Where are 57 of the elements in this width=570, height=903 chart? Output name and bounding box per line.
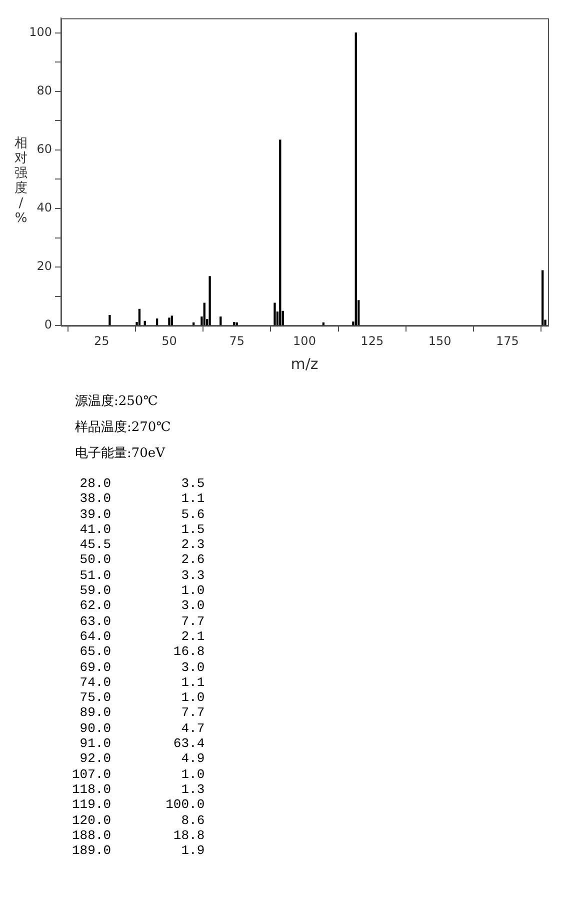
bar: [168, 318, 170, 326]
bar: [156, 318, 158, 326]
text: 107.0 1.0: [72, 766, 206, 782]
x-tick-label: 50: [162, 334, 177, 348]
text: 92.0 4.9: [78, 751, 206, 767]
bar: [138, 308, 141, 326]
text: 74.0 1.1: [78, 674, 206, 690]
bar: [220, 316, 222, 326]
text: 45.5 2.3: [78, 537, 206, 552]
text: 41.0 1.5: [78, 522, 206, 538]
text: 189.0 1.9: [72, 843, 206, 858]
text: 119.0 100.0: [72, 797, 206, 813]
text: 51.0 3.3: [78, 568, 206, 584]
text: 38.0 1.1: [78, 491, 206, 507]
y-tick-label: 20: [36, 259, 52, 274]
x-tick-label: 75: [229, 334, 244, 348]
text: 90.0 4.7: [78, 720, 206, 736]
bar: [354, 32, 357, 326]
x-tick-label: 150: [428, 334, 452, 348]
y-axis-title: 相对强度/%: [14, 136, 28, 226]
text: 120.0 8.6: [72, 812, 206, 828]
bar: [542, 270, 544, 326]
y-tick-label: 0: [44, 318, 52, 332]
text: 188.0 18.8: [72, 828, 206, 844]
x-tick-label: 175: [496, 334, 519, 348]
text: 63.0 7.7: [78, 614, 206, 629]
text: 样品温度:270℃: [75, 419, 172, 437]
x-axis-title: m/z: [290, 354, 318, 373]
x-tick-label: 100: [293, 334, 316, 348]
bar: [279, 140, 282, 326]
text: 电子能量:70eV: [75, 445, 166, 463]
text: 75.0 1.0: [78, 690, 206, 706]
bar: [208, 276, 211, 326]
text: 89.0 7.7: [78, 705, 206, 721]
bar: [170, 316, 174, 326]
bar: [108, 315, 111, 326]
x-tick-label: 125: [360, 334, 384, 348]
text: 65.0 16.8: [78, 644, 206, 660]
bar: [144, 320, 146, 326]
text: 64.0 2.1: [78, 628, 206, 644]
text: 118.0 1.3: [72, 782, 206, 798]
text: 69.0 3.0: [78, 660, 206, 675]
text: 50.0 2.6: [78, 552, 206, 568]
x-tick-label: 25: [94, 334, 110, 348]
text: 39.0 5.6: [78, 506, 206, 522]
y-tick-label: 40: [36, 200, 52, 215]
text: 28.0 3.5: [78, 476, 206, 492]
y-tick-label: 60: [36, 142, 52, 156]
bar: [233, 322, 236, 326]
text: 源温度:250℃: [75, 393, 159, 411]
y-tick-label: 80: [36, 84, 52, 98]
text: 59.0 1.0: [78, 583, 206, 598]
bar: [274, 302, 276, 326]
y-tick-label: 100: [29, 24, 52, 39]
bar: [203, 302, 206, 326]
text: 62.0 3.0: [78, 598, 206, 614]
text: 91.0 63.4: [78, 736, 206, 752]
